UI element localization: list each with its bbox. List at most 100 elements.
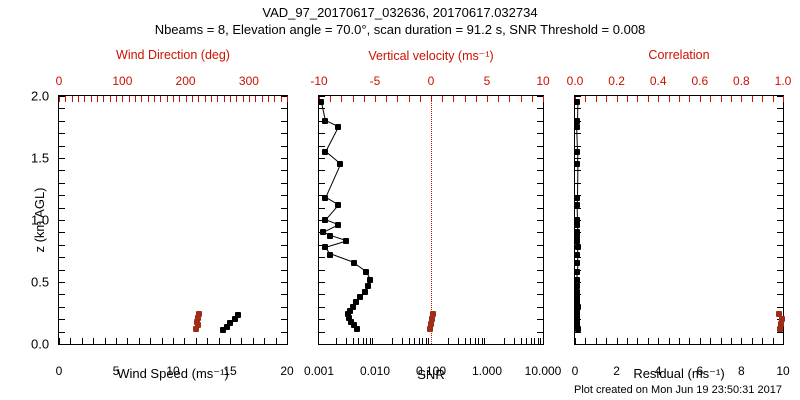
residual-point-black bbox=[574, 124, 580, 130]
residual-point-black bbox=[574, 202, 580, 208]
axis-tick bbox=[241, 338, 242, 344]
axis-tick bbox=[453, 96, 454, 102]
axis-tick bbox=[281, 158, 287, 159]
residual-axis-label: Residual (ms⁻¹) bbox=[575, 366, 783, 382]
axis-tick bbox=[585, 338, 586, 344]
axis-tick bbox=[59, 96, 65, 97]
axis-tick bbox=[59, 170, 65, 171]
residual-correlation-panel: Correlation 0.0 0.2 0.4 0.6 0.8 1.0 Resi… bbox=[574, 95, 784, 345]
axis-tick bbox=[59, 344, 65, 345]
axis-tick-minor bbox=[392, 338, 393, 344]
axis-tick bbox=[777, 344, 783, 345]
axis-tick bbox=[59, 133, 65, 134]
axis-tick bbox=[777, 220, 783, 221]
axis-tick bbox=[91, 96, 92, 102]
axis-tick bbox=[127, 338, 128, 344]
axis-tick bbox=[97, 96, 98, 102]
axis-tick bbox=[179, 96, 180, 102]
axis-tick bbox=[319, 96, 325, 97]
axis-tick bbox=[773, 96, 774, 102]
axis-tick bbox=[606, 96, 607, 102]
axis-tick bbox=[268, 96, 269, 102]
axis-tick bbox=[281, 319, 287, 320]
axis-tick-minor bbox=[478, 338, 479, 344]
axis-tick bbox=[596, 338, 597, 344]
axis-tick bbox=[537, 195, 543, 196]
axis-tick bbox=[281, 96, 287, 97]
data-connector-line bbox=[325, 164, 341, 198]
axis-tick bbox=[162, 338, 163, 344]
axis-tick bbox=[537, 270, 543, 271]
axis-tick-minor bbox=[426, 338, 427, 344]
axis-tick bbox=[59, 220, 65, 221]
snr-point-black bbox=[367, 277, 373, 283]
axis-tick bbox=[230, 96, 231, 102]
axis-tick bbox=[353, 96, 354, 102]
axis-tick bbox=[537, 245, 543, 246]
axis-tick-minor bbox=[346, 338, 347, 344]
axis-tick bbox=[762, 338, 763, 344]
axis-tick bbox=[281, 344, 287, 345]
axis-tick bbox=[330, 96, 331, 102]
axis-tick bbox=[198, 96, 199, 102]
axis-tick bbox=[777, 257, 783, 258]
axis-tick bbox=[59, 146, 65, 147]
axis-tick bbox=[59, 183, 65, 184]
axis-tick-minor bbox=[484, 338, 485, 344]
axis-tick bbox=[319, 208, 325, 209]
axis-tick bbox=[281, 220, 287, 221]
axis-tick bbox=[537, 133, 543, 134]
axis-tick bbox=[689, 338, 690, 344]
axis-tick bbox=[386, 96, 387, 102]
axis-tick bbox=[319, 133, 325, 134]
axis-tick bbox=[669, 338, 670, 344]
axis-tick bbox=[150, 338, 151, 344]
axis-tick bbox=[420, 96, 421, 102]
axis-tick bbox=[537, 220, 543, 221]
axis-tick bbox=[537, 183, 543, 184]
axis-tick bbox=[207, 338, 208, 344]
axis-tick bbox=[409, 96, 410, 102]
chart-title-line2: Nbeams = 8, Elevation angle = 70.0°, sca… bbox=[0, 21, 800, 38]
axis-tick bbox=[253, 338, 254, 344]
axis-tick bbox=[537, 170, 543, 171]
axis-tick bbox=[196, 338, 197, 344]
axis-tick bbox=[116, 338, 117, 344]
axis-tick bbox=[59, 121, 65, 122]
residual-point-black bbox=[574, 149, 580, 155]
axis-tick bbox=[141, 96, 142, 102]
axis-tick bbox=[281, 282, 287, 283]
residual-point-black bbox=[574, 289, 580, 295]
axis-tick bbox=[777, 183, 783, 184]
chart-title-block: VAD_97_20170617_032636, 20170617.032734 … bbox=[0, 4, 800, 38]
axis-tick bbox=[319, 332, 325, 333]
axis-tick bbox=[741, 96, 742, 102]
axis-tick bbox=[287, 96, 288, 102]
axis-tick bbox=[105, 338, 106, 344]
axis-tick-minor bbox=[465, 338, 466, 344]
chart-title-line1: VAD_97_20170617_032636, 20170617.032734 bbox=[0, 4, 800, 21]
axis-tick bbox=[103, 96, 104, 102]
residual-point-black bbox=[574, 277, 580, 283]
axis-tick-minor bbox=[409, 338, 410, 344]
snr-point-black bbox=[335, 124, 341, 130]
axis-tick bbox=[783, 338, 784, 344]
axis-tick bbox=[777, 294, 783, 295]
axis-tick-minor bbox=[526, 338, 527, 344]
axis-tick bbox=[59, 232, 65, 233]
axis-tick bbox=[537, 158, 543, 159]
snr-point-black bbox=[318, 99, 324, 105]
axis-tick bbox=[777, 121, 783, 122]
axis-tick bbox=[637, 96, 638, 102]
axis-tick bbox=[596, 96, 597, 102]
axis-tick bbox=[59, 108, 65, 109]
axis-tick bbox=[532, 96, 533, 102]
axis-tick bbox=[648, 96, 649, 102]
axis-tick bbox=[59, 332, 65, 333]
axis-tick bbox=[217, 96, 218, 102]
axis-tick-minor bbox=[448, 338, 449, 344]
axis-tick bbox=[537, 282, 543, 283]
axis-tick bbox=[509, 96, 510, 102]
axis-tick bbox=[281, 133, 287, 134]
axis-tick bbox=[281, 170, 287, 171]
